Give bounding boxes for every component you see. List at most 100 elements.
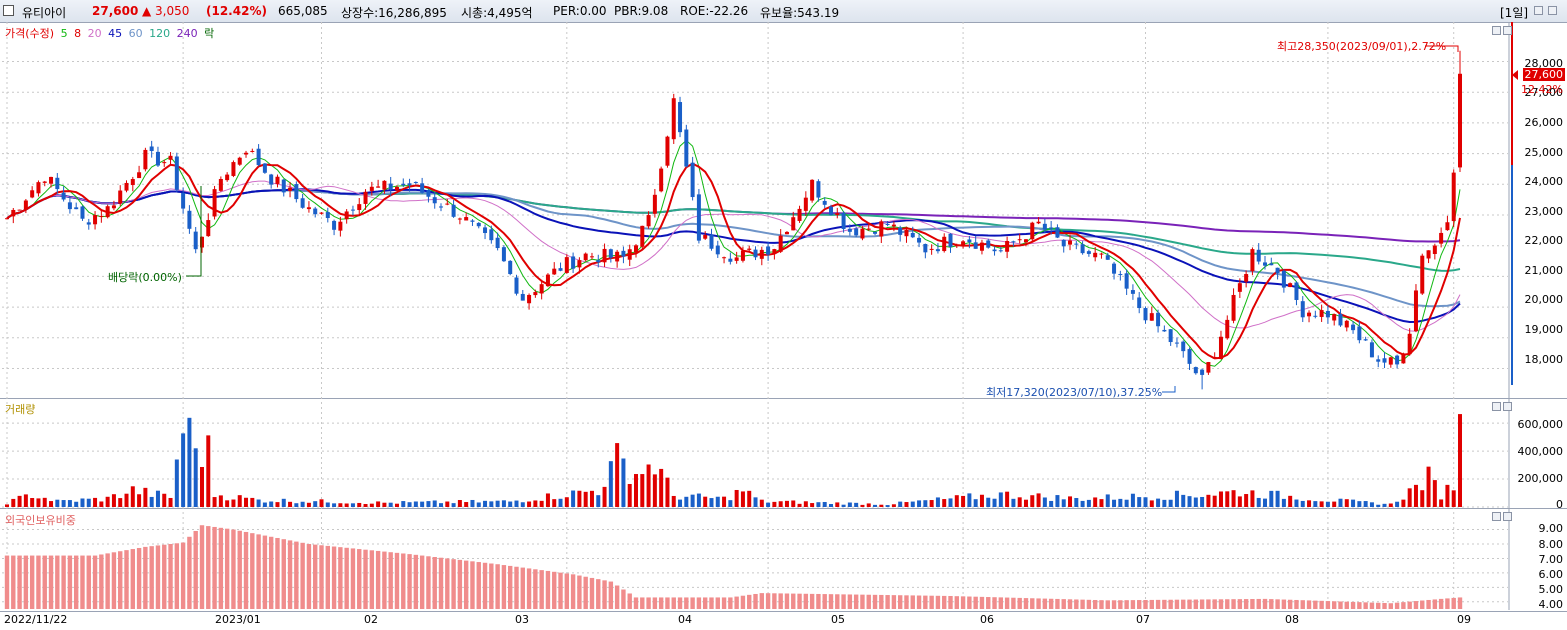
volume-bar — [1130, 493, 1135, 507]
legend-ma45[interactable]: 45 — [108, 27, 123, 40]
foreign-ratio-bar — [621, 589, 626, 609]
volume-bar — [552, 499, 557, 507]
foreign-ratio-bar — [73, 555, 79, 609]
foreign-ratio-bar — [118, 551, 123, 609]
candle-body — [1307, 312, 1312, 317]
foreign-panel[interactable] — [0, 508, 1567, 612]
legend-price[interactable]: 가격(수정) — [5, 27, 55, 40]
volume-bar — [690, 494, 695, 507]
volume-bar — [1174, 490, 1179, 507]
foreign-ratio-bar — [514, 566, 519, 609]
candle-body — [1225, 319, 1230, 339]
price-panel-minimize-button[interactable] — [1492, 26, 1501, 35]
foreign-ratio-bar — [438, 557, 444, 609]
foreign-ratio-bar — [1199, 599, 1205, 609]
foreign-ratio-bar — [48, 555, 54, 609]
volume-bar — [1049, 500, 1054, 507]
volume-bar — [879, 504, 884, 507]
foreign-ratio-bar — [168, 544, 173, 609]
foreign-ratio-bar — [1149, 599, 1154, 609]
volume-panel-close-button[interactable] — [1503, 402, 1512, 411]
foreign-ratio-bar — [1376, 602, 1381, 609]
price-panel-close-button[interactable] — [1503, 26, 1512, 35]
volume-bar — [1168, 499, 1173, 507]
candle-body — [363, 191, 368, 204]
volume-bar — [1420, 490, 1425, 507]
foreign-ratio-bar — [734, 596, 739, 609]
period-selector[interactable]: [1일] — [1500, 6, 1529, 20]
candle-body — [457, 218, 462, 220]
foreign-ratio-bar — [633, 597, 639, 609]
legend-ma8[interactable]: 8 — [74, 27, 82, 40]
volume-panel[interactable] — [0, 398, 1567, 509]
candle-body — [696, 194, 701, 241]
candle-body — [1376, 359, 1381, 362]
candle-body — [803, 197, 808, 211]
foreign-ratio-bar — [1457, 597, 1463, 609]
candle-body — [652, 194, 657, 214]
stock-name[interactable]: 유티아이 — [22, 6, 67, 20]
legend-ma20[interactable]: 20 — [87, 27, 102, 40]
foreign-panel-close-button[interactable] — [1503, 512, 1512, 521]
candle-body — [256, 148, 261, 166]
volume-bar — [256, 499, 261, 507]
candle-body — [118, 190, 123, 204]
foreign-ratio-bar — [1105, 600, 1110, 609]
candle-body — [828, 206, 833, 215]
volume-bar — [394, 503, 399, 507]
foreign-ratio-bar — [967, 596, 972, 609]
foreign-ratio-bar — [1124, 600, 1129, 609]
candle-body — [615, 251, 620, 262]
foreign-ratio-bar — [942, 595, 947, 609]
volume-legend[interactable]: 거래량 — [5, 403, 36, 416]
volume-bar — [734, 489, 739, 507]
legend-ma5[interactable]: 5 — [60, 27, 68, 40]
foreign-ratio-bar — [533, 569, 538, 609]
volume-bar — [17, 495, 22, 507]
foreign-ratio-bar — [740, 595, 746, 609]
volume-bar — [470, 499, 475, 507]
volume-panel-minimize-button[interactable] — [1492, 402, 1501, 411]
select-checkbox[interactable] — [3, 5, 14, 16]
candle-body — [1250, 249, 1255, 272]
foreign-ratio-bar — [1451, 597, 1456, 609]
foreign-panel-minimize-button[interactable] — [1492, 512, 1501, 521]
x-tick-label: 06 — [980, 613, 994, 626]
foreign-legend[interactable]: 외국인보유비중 — [5, 514, 76, 527]
candle-body — [1344, 320, 1349, 328]
minimize-button[interactable] — [1534, 6, 1543, 15]
volume-bar — [917, 500, 922, 507]
volume-bar — [1206, 494, 1211, 507]
candle-body — [413, 181, 418, 183]
price-tick: 24,000 — [1524, 175, 1564, 188]
foreign-ratio-bar — [1256, 598, 1261, 609]
volume-bar — [1105, 494, 1110, 507]
candle-body — [703, 234, 708, 239]
candle-body — [143, 149, 148, 170]
price-panel[interactable] — [0, 22, 1567, 399]
volume-bar — [659, 468, 664, 507]
foreign-ratio-bar — [149, 546, 154, 609]
foreign-ratio-bar — [1181, 599, 1186, 609]
legend-ma60[interactable]: 60 — [128, 27, 143, 40]
price-tick: 20,000 — [1524, 293, 1564, 306]
foreign-ratio-bar — [853, 594, 859, 609]
legend-ma240[interactable]: 240 — [176, 27, 198, 40]
candle-body — [904, 229, 909, 237]
foreign-ratio-bar — [1174, 599, 1180, 609]
legend-fall[interactable]: 락 — [204, 27, 215, 40]
foreign-ratio-bar — [910, 595, 915, 609]
foreign-ratio-bar — [1357, 602, 1362, 609]
foreign-ratio-bar — [344, 547, 349, 609]
close-button[interactable] — [1548, 6, 1557, 15]
volume-bar — [961, 495, 966, 507]
volume-bar — [589, 490, 594, 507]
foreign-ratio-bar — [1023, 598, 1029, 609]
volume-bar — [281, 498, 286, 507]
candle-body — [1275, 267, 1280, 274]
volume-bar — [407, 502, 412, 507]
volume-bar — [1357, 501, 1362, 507]
foreign-tick: 4.00 — [1538, 598, 1564, 611]
legend-ma120[interactable]: 120 — [149, 27, 171, 40]
